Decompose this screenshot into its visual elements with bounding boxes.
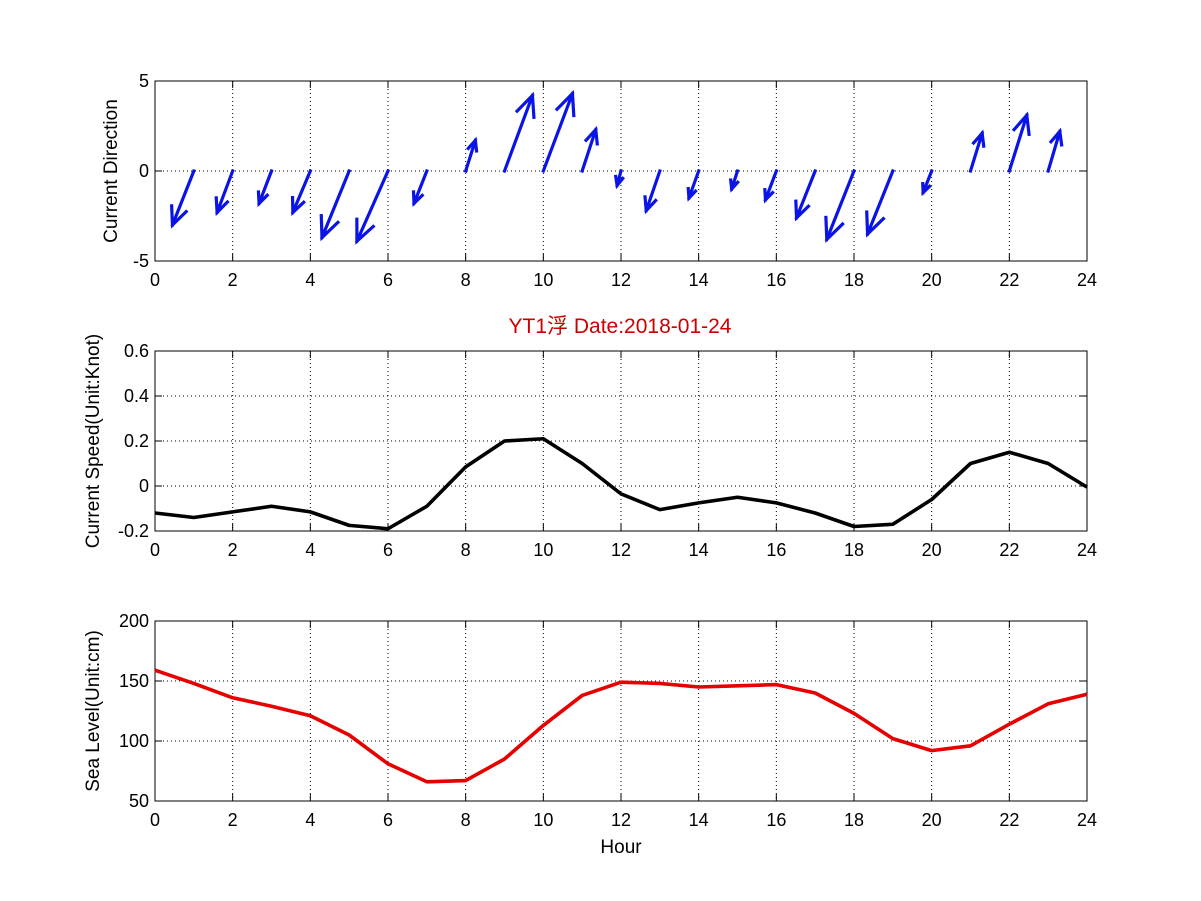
speed-xtick-label: 14 — [689, 540, 709, 560]
direction-arrow — [411, 168, 429, 208]
speed-xtick-label: 0 — [150, 540, 160, 560]
speed-xtick-label: 22 — [999, 540, 1019, 560]
speed-ytick-label: 0.6 — [124, 341, 149, 361]
direction-arrow — [824, 168, 857, 244]
direction-xtick-label: 16 — [766, 270, 786, 290]
direction-arrow — [214, 168, 235, 217]
direction-xtick-label: 24 — [1077, 270, 1097, 290]
direction-xtick-label: 18 — [844, 270, 864, 290]
direction-ylabel: Current Direction — [101, 99, 122, 243]
sealevel-xtick-label: 10 — [533, 810, 553, 830]
sealevel-xtick-label: 0 — [150, 810, 160, 830]
direction-arrow — [541, 89, 576, 174]
direction-arrow — [1046, 127, 1064, 173]
direction-arrow — [728, 168, 740, 193]
direction-arrow — [256, 168, 274, 208]
sealevel-ytick-label: 200 — [119, 611, 149, 631]
speed-frame — [154, 350, 1088, 532]
direction-xtick-label: 0 — [150, 270, 160, 290]
direction-arrow — [463, 136, 479, 174]
sealevel-xtick-label: 22 — [999, 810, 1019, 830]
speed-xtick-label: 16 — [766, 540, 786, 560]
speed-ytick-label: 0 — [139, 476, 149, 496]
direction-xtick-label: 20 — [922, 270, 942, 290]
speed-ytick-label: -0.2 — [118, 521, 149, 541]
sealevel-xtick-label: 18 — [844, 810, 864, 830]
speed-axes: 0 2 4 6 8 10 12 14 16 18 20 22 24-0.200.20.40.6Curre… — [83, 334, 1097, 560]
sealevel-xtick-label: 16 — [766, 810, 786, 830]
direction-xtick-label: 8 — [461, 270, 471, 290]
speed-ylabel: Current Speed(Unit:Knot) — [83, 334, 104, 548]
speed-xtick-label: 4 — [305, 540, 315, 560]
sealevel-xtick-label: 4 — [305, 810, 315, 830]
direction-arrow — [319, 168, 352, 242]
direction-arrow — [290, 168, 313, 217]
speed-xtick-label: 24 — [1077, 540, 1097, 560]
sealevel-xtick-label: 12 — [611, 810, 631, 830]
direction-arrow — [686, 168, 701, 202]
sealevel-xtick-label: 20 — [922, 810, 942, 830]
sealevel-ylabel: Sea Level(Unit:cm) — [83, 630, 104, 792]
speed-xtick-label: 10 — [533, 540, 553, 560]
speed-xtick-label: 8 — [461, 540, 471, 560]
sealevel-xtick-label: 2 — [228, 810, 238, 830]
speed-xtick-label: 20 — [922, 540, 942, 560]
direction-ytick-label: -5 — [133, 251, 149, 271]
direction-arrow — [169, 168, 196, 229]
sealevel-ytick-label: 50 — [129, 791, 149, 811]
speed-series-line — [154, 436, 1088, 531]
sealevel-ytick-label: 100 — [119, 731, 149, 751]
speed-xtick-label: 6 — [383, 540, 393, 560]
direction-xtick-label: 12 — [611, 270, 631, 290]
direction-xtick-label: 6 — [383, 270, 393, 290]
direction-frame — [154, 80, 1088, 262]
sealevel-xtick-label: 8 — [461, 810, 471, 830]
direction-arrow — [643, 168, 662, 215]
speed-ytick-label: 0.2 — [124, 431, 149, 451]
direction-arrow — [921, 168, 934, 197]
sealevel-xlabel: Hour — [600, 837, 642, 858]
sealevel-xtick-label: 6 — [383, 810, 393, 830]
direction-arrow — [763, 168, 779, 204]
sealevel-series-line — [154, 668, 1088, 784]
direction-arrow — [613, 169, 626, 190]
direction-arrow — [354, 168, 391, 245]
direction-arrow — [580, 125, 599, 174]
direction-ytick-label: 0 — [139, 161, 149, 181]
direction-ytick-label: 5 — [139, 71, 149, 91]
direction-xtick-label: 14 — [689, 270, 709, 290]
sealevel-ytick-label: 150 — [119, 671, 149, 691]
speed-ytick-label: 0.4 — [124, 386, 149, 406]
figure-title: YT1浮 Date:2018-01-24 — [509, 315, 732, 338]
speed-xtick-label: 2 — [228, 540, 238, 560]
direction-xtick-label: 10 — [533, 270, 553, 290]
direction-xtick-label: 2 — [228, 270, 238, 290]
speed-xtick-label: 18 — [844, 540, 864, 560]
direction-arrow — [865, 168, 895, 238]
direction-xtick-label: 22 — [999, 270, 1019, 290]
speed-xtick-label: 12 — [611, 540, 631, 560]
direction-arrow — [968, 129, 986, 174]
direction-arrow — [794, 168, 818, 222]
sealevel-frame — [154, 620, 1088, 802]
sealevel-xtick-label: 24 — [1077, 810, 1097, 830]
direction-xtick-label: 4 — [305, 270, 315, 290]
direction-arrow — [502, 91, 536, 174]
direction-arrow — [1007, 111, 1031, 174]
sealevel-xtick-label: 14 — [689, 810, 709, 830]
